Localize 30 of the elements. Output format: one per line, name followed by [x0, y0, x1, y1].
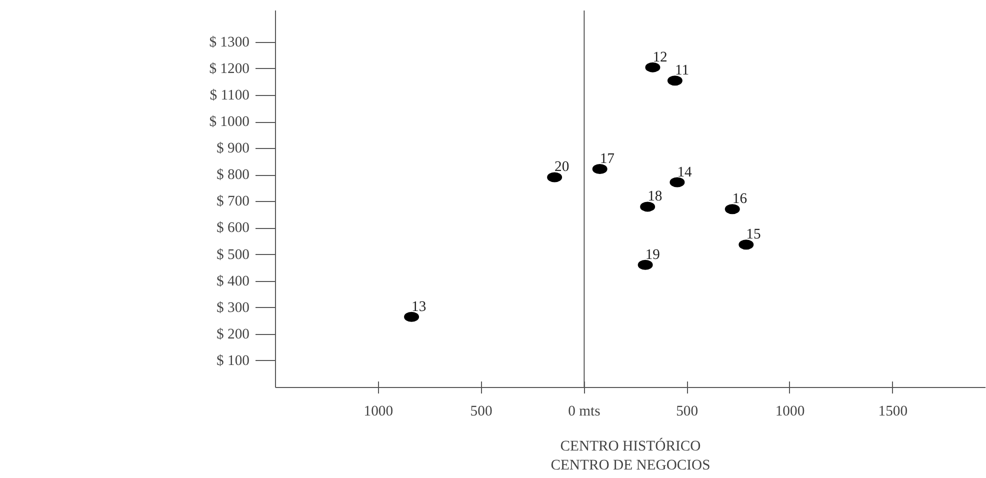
series-label: 16	[732, 191, 748, 208]
y-tick-label: $ 1200	[209, 60, 250, 77]
series-label: 13	[412, 298, 426, 315]
y-tick-label: $ 400	[216, 273, 250, 290]
y-tick-label: $ 100	[216, 352, 250, 369]
x-tick-label: 500	[470, 404, 492, 420]
x-tick-label: 1500	[878, 404, 908, 420]
series-label: 14	[677, 164, 693, 180]
y-tick-label: $ 300	[216, 300, 250, 316]
series-label: 18	[648, 188, 662, 205]
y-tick-label: $ 900	[216, 140, 250, 157]
x-tick-label: 1000	[364, 404, 394, 420]
y-tick-label: $ 1000	[209, 114, 250, 130]
y-tick-label: $ 500	[216, 246, 250, 263]
series-label: 17	[600, 151, 614, 167]
series-label: 12	[652, 49, 668, 66]
y-tick-label: $ 800	[216, 167, 250, 184]
x-axis-title: CENTRO HISTÓRICO CENTRO DE NEGOCIOS	[550, 438, 710, 474]
y-tick-label: $ 1300	[209, 34, 250, 50]
y-tick-label: $ 200	[216, 326, 250, 342]
series-label: 11	[674, 62, 690, 79]
series-label: 20	[554, 159, 570, 176]
x-tick-label: 1000	[775, 404, 805, 420]
y-tick-label: $ 1100	[210, 87, 250, 104]
x-tick-label: 0 mts	[568, 404, 601, 420]
series-label: 15	[746, 226, 761, 243]
series-label: 19	[645, 246, 660, 263]
y-tick-label: $ 700	[216, 194, 250, 210]
y-tick-label: $ 600	[216, 220, 250, 236]
x-tick-label: 500	[676, 404, 698, 420]
